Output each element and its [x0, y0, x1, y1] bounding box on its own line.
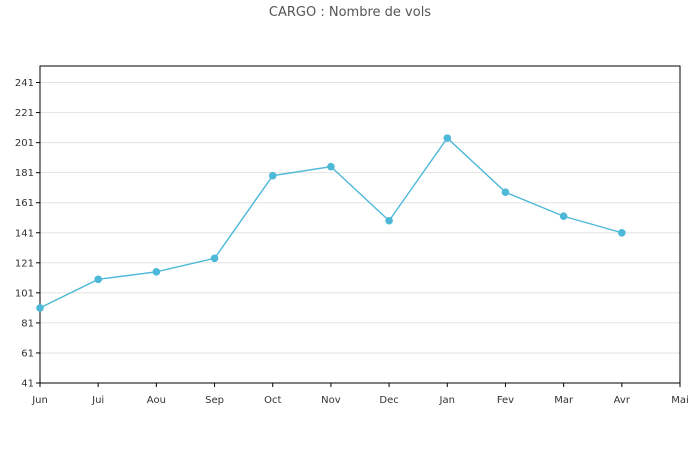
- y-tick-label: 81: [21, 318, 34, 329]
- y-tick-label: 241: [15, 78, 34, 89]
- x-tick-label: Mai: [671, 395, 689, 406]
- y-tick-label: 201: [15, 138, 34, 149]
- data-point: [268, 171, 277, 180]
- data-point: [559, 212, 568, 221]
- data-point: [36, 304, 44, 312]
- y-tick-label: 41: [21, 379, 34, 390]
- x-tick-label: Avr: [614, 395, 631, 406]
- x-tick-label: Nov: [321, 395, 341, 406]
- data-point: [152, 268, 161, 276]
- y-tick-label: 61: [21, 348, 34, 359]
- x-tick-label: Dec: [379, 395, 398, 406]
- x-axis: Jun Jui Aou Sep Oct Nov Dec Jan Fev Mar Avr Mai: [31, 383, 689, 406]
- data-point: [327, 162, 335, 171]
- y-tick-label: 181: [15, 168, 34, 179]
- data-point: [385, 216, 393, 225]
- data-point: [618, 228, 626, 237]
- x-tick-label: Sep: [205, 395, 224, 406]
- data-point: [210, 254, 219, 263]
- y-tick-label: 221: [15, 108, 34, 119]
- y-tick-label: 121: [15, 258, 34, 269]
- series-layer: [36, 134, 626, 312]
- x-tick-label: Jun: [31, 395, 48, 406]
- x-tick-label: Fev: [497, 395, 514, 406]
- x-tick-label: Mar: [554, 395, 574, 406]
- y-tick-label: 101: [15, 288, 34, 299]
- data-point: [94, 275, 102, 284]
- data-point: [443, 134, 452, 142]
- chart-title: CARGO : Nombre de vols: [268, 5, 432, 20]
- x-tick-label: Aou: [147, 395, 166, 406]
- x-tick-label: Oct: [264, 395, 281, 406]
- grid-lines: [40, 82, 680, 354]
- y-tick-label: 141: [15, 228, 34, 239]
- data-point: [501, 188, 510, 196]
- x-tick-label: Jui: [91, 395, 104, 406]
- x-tick-label: Jan: [439, 395, 455, 406]
- plot-area-border: [39, 65, 681, 384]
- y-tick-label: 161: [15, 198, 34, 209]
- y-axis: 41 61 81 101 121 141 161 181 201 221 241: [15, 78, 40, 390]
